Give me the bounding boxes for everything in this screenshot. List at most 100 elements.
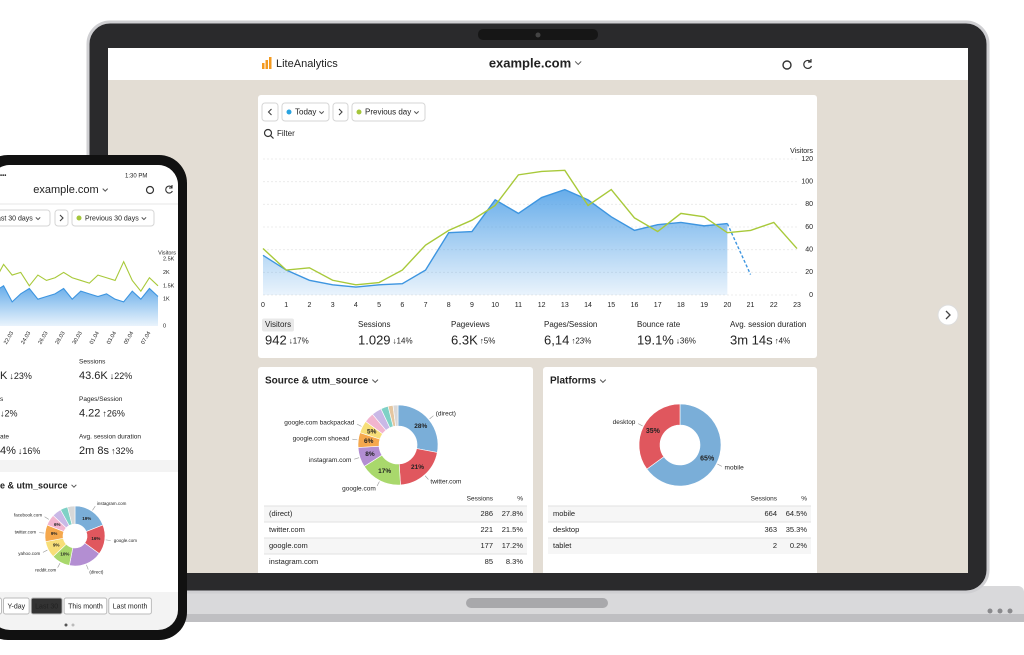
range-button[interactable] <box>3 597 30 615</box>
nav-button[interactable] <box>261 102 279 122</box>
compare-button[interactable] <box>351 102 426 122</box>
compare[interactable]: Previous 30 days <box>85 215 139 222</box>
y-tick-label: 20 <box>805 269 813 276</box>
panel-title[interactable]: e & utm_source <box>0 480 68 490</box>
metric-value: 43.6K <box>79 370 108 382</box>
range-label[interactable]: Last 30 <box>35 603 58 610</box>
range-label[interactable]: Y-day <box>8 603 26 610</box>
metric-value: 2m 8s <box>79 445 109 457</box>
filter-icon[interactable] <box>263 128 273 138</box>
range-button[interactable] <box>30 597 63 615</box>
x-tick-label: 15 <box>607 302 615 309</box>
port <box>987 608 993 614</box>
metric-label[interactable]: Pageviews <box>451 320 490 329</box>
logo <box>269 57 272 69</box>
metric-label[interactable]: Avg. session duration <box>79 434 141 441</box>
y-axis-label: Visitors <box>790 148 813 155</box>
leader-line <box>354 457 360 460</box>
segment-name: google.com backpackad <box>284 419 354 426</box>
row-name: desktop <box>553 525 579 534</box>
panel-title[interactable]: Platforms <box>550 376 597 387</box>
metric-value: 4.22 <box>79 407 100 419</box>
metric-label[interactable]: Avg. session duration <box>730 320 806 329</box>
metric-label[interactable]: Visitors <box>265 320 291 329</box>
refresh-icon[interactable] <box>165 185 173 194</box>
segment-label: 6% <box>364 438 374 445</box>
table-row <box>548 538 811 554</box>
filter-icon <box>270 135 274 139</box>
segment-label: 28% <box>414 423 427 430</box>
range-label[interactable]: Last month <box>113 603 148 610</box>
series-line <box>0 285 159 303</box>
site-name[interactable]: example.com <box>489 55 571 70</box>
row-percent: 17.2% <box>502 541 524 550</box>
panel-title[interactable]: Source & utm_source <box>265 376 369 387</box>
y-tick-label: 2K <box>163 270 170 276</box>
x-tick-label: 12 <box>538 302 546 309</box>
metric-change: ↑32% <box>111 446 134 456</box>
logo <box>265 60 268 69</box>
table-row <box>548 522 811 538</box>
settings-icon[interactable] <box>145 185 155 195</box>
row-name: tablet <box>553 541 572 550</box>
metric-label[interactable]: Pages/Session <box>79 396 123 403</box>
period-button[interactable] <box>281 102 330 122</box>
segment-label: 17% <box>378 468 391 475</box>
range-button[interactable] <box>63 597 108 615</box>
range-button[interactable] <box>0 597 2 615</box>
period[interactable]: ast 30 days <box>0 215 33 222</box>
metric-change: ↓17% <box>289 337 309 346</box>
site-name[interactable]: example.com <box>33 184 98 196</box>
nav-button[interactable] <box>332 102 349 122</box>
metric-label[interactable]: Sessions <box>79 359 106 366</box>
row-sessions: 221 <box>480 525 493 534</box>
y-tick-label: 2.5K <box>163 256 175 262</box>
chevron <box>574 61 582 66</box>
nav-button[interactable] <box>54 209 69 227</box>
metric-label[interactable]: s <box>0 396 4 403</box>
chevron <box>102 188 109 192</box>
y-axis-label: Visitors <box>158 250 176 256</box>
metric-label[interactable]: ate <box>0 434 9 441</box>
row-name: google.com <box>269 541 308 550</box>
metric-label[interactable]: Sessions <box>358 320 390 329</box>
metric-change: ↑5% <box>480 337 496 346</box>
compare[interactable]: Previous day <box>365 108 411 117</box>
column-header: Sessions <box>751 496 778 503</box>
port <box>997 608 1003 614</box>
refresh-icon[interactable] <box>803 59 813 70</box>
metric-label[interactable]: Bounce rate <box>637 320 681 329</box>
x-tick-label: 17 <box>654 302 662 309</box>
next-button[interactable] <box>937 304 959 326</box>
table-row <box>264 506 527 522</box>
nav-icon <box>59 214 64 222</box>
segment-name: (direct) <box>436 410 456 417</box>
next-icon <box>945 310 951 320</box>
segment-name: instagram.com <box>309 457 352 464</box>
x-tick-label: 6 <box>400 302 404 309</box>
period-button[interactable] <box>0 209 51 227</box>
filter[interactable]: Filter <box>277 129 295 138</box>
segment-name: instagram.com <box>97 501 127 506</box>
metric-value: 4% <box>0 445 16 457</box>
compare-button[interactable] <box>71 209 155 227</box>
camera <box>535 32 541 38</box>
x-tick-label: 1 <box>284 302 288 309</box>
metric-label[interactable]: Pages/Session <box>544 320 597 329</box>
period[interactable]: Today <box>295 108 316 117</box>
leader-line <box>637 423 643 427</box>
segment-name: twitter.com <box>430 478 461 485</box>
chevron <box>413 111 420 115</box>
chevron <box>319 111 325 115</box>
row-sessions: 286 <box>480 509 493 518</box>
x-tick-label: 23 <box>793 302 801 309</box>
range-label[interactable]: This month <box>68 603 103 610</box>
segment-label: 21% <box>411 464 424 471</box>
range-button[interactable] <box>108 597 152 615</box>
settings-icon[interactable] <box>782 60 792 70</box>
logo <box>262 63 265 69</box>
segment-label: 19% <box>82 516 91 521</box>
metric-value: 3m 14s <box>730 332 773 347</box>
